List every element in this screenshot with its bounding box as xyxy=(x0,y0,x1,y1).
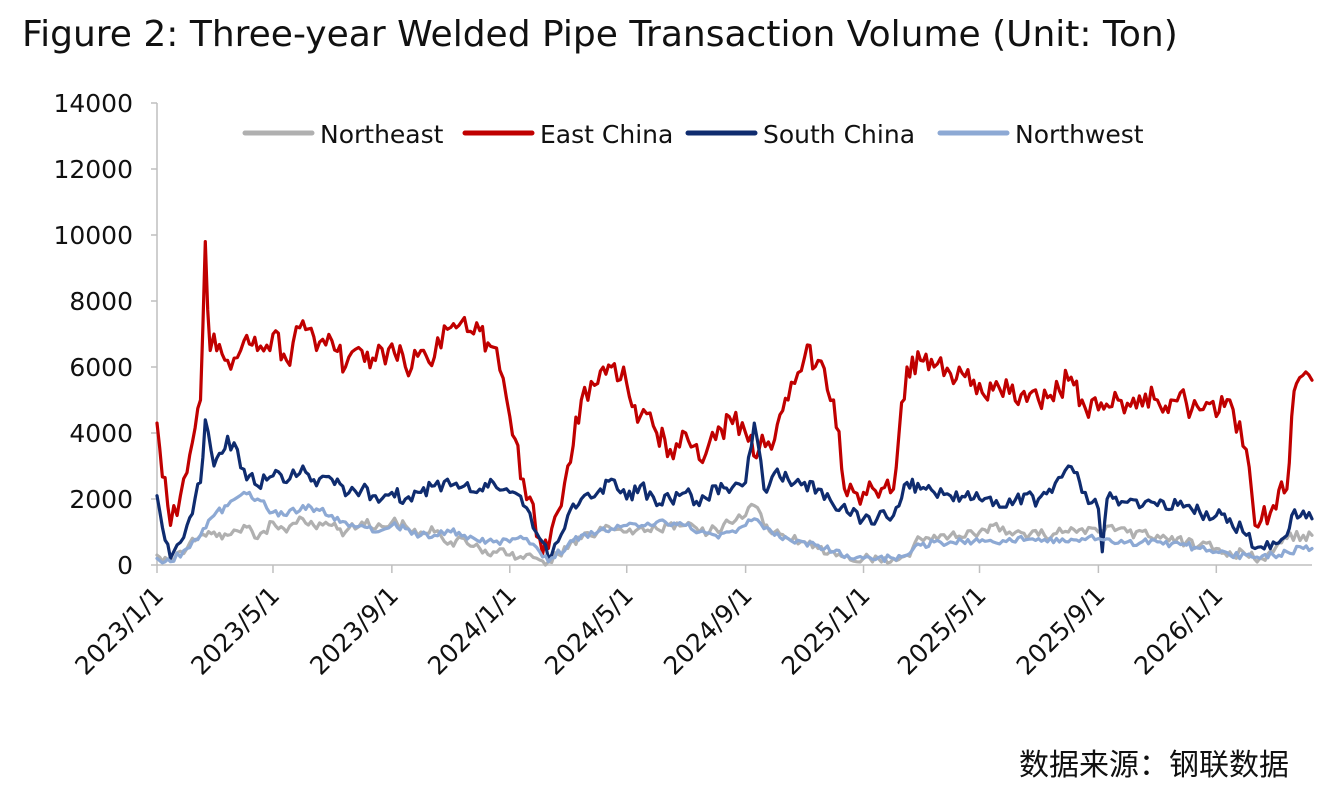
y-tick-label: 8000 xyxy=(69,287,133,316)
legend: Northeast East China South China Northwest xyxy=(242,120,1144,149)
x-axis: 2023/1/1 2023/5/1 2023/9/1 2024/1/1 2024/5/1… xyxy=(69,564,1312,681)
series-line-northwest xyxy=(155,490,1314,565)
x-tick-label: 2023/5/1 xyxy=(185,581,285,681)
legend-label: East China xyxy=(540,120,673,149)
x-tick-label: 2023/9/1 xyxy=(304,581,404,681)
y-tick-label: 2000 xyxy=(69,485,133,514)
x-tick-label: 2025/1/1 xyxy=(776,581,876,681)
series-layer xyxy=(155,240,1314,567)
legend-label: Northwest xyxy=(1015,120,1144,149)
series-line-east-china xyxy=(155,240,1314,556)
y-tick-label: 0 xyxy=(117,551,133,580)
y-tick-label: 14000 xyxy=(53,89,133,118)
legend-label: Northeast xyxy=(320,120,444,149)
x-tick-label: 2024/9/1 xyxy=(658,581,758,681)
y-axis: 0 2000 4000 6000 8000 10000 12000 14000 xyxy=(53,89,158,580)
y-tick-label: 6000 xyxy=(69,353,133,382)
x-tick-label: 2025/9/1 xyxy=(1011,581,1111,681)
x-tick-label: 2024/5/1 xyxy=(539,581,639,681)
y-tick-label: 10000 xyxy=(53,221,133,250)
x-tick-label: 2026/1/1 xyxy=(1129,581,1229,681)
series-line-northeast xyxy=(155,502,1314,567)
source-note: 数据来源：钢联数据 xyxy=(1019,748,1289,783)
x-tick-label: 2024/1/1 xyxy=(422,581,522,681)
series-line-south-china xyxy=(155,418,1314,560)
y-tick-label: 12000 xyxy=(53,155,133,184)
x-tick-label: 2025/5/1 xyxy=(892,581,992,681)
x-tick-label: 2023/1/1 xyxy=(69,581,169,681)
legend-label: South China xyxy=(763,120,915,149)
y-tick-label: 4000 xyxy=(69,419,133,448)
chart-title: Figure 2: Three-year Welded Pipe Transac… xyxy=(22,14,1178,55)
